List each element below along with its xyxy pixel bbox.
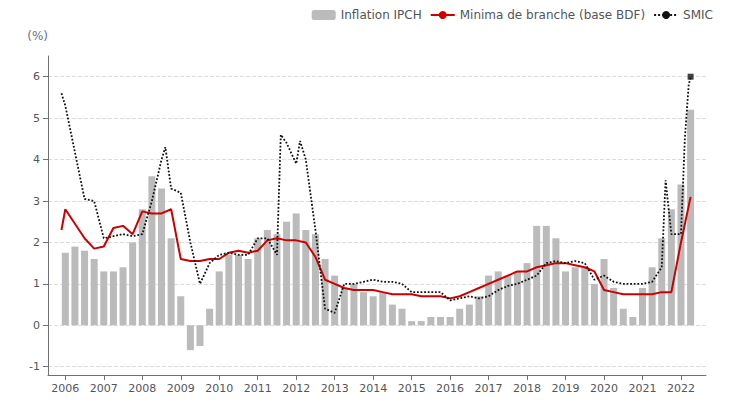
svg-text:2018: 2018 xyxy=(513,382,541,395)
svg-text:2007: 2007 xyxy=(90,382,118,395)
svg-text:0: 0 xyxy=(33,319,40,332)
svg-text:Inflation IPCH: Inflation IPCH xyxy=(341,8,422,22)
svg-text:2: 2 xyxy=(33,236,40,249)
svg-text:6: 6 xyxy=(33,70,40,83)
svg-text:1: 1 xyxy=(33,277,40,290)
svg-text:2021: 2021 xyxy=(629,382,657,395)
svg-text:2009: 2009 xyxy=(167,382,195,395)
svg-text:SMIC: SMIC xyxy=(683,8,713,22)
svg-text:2012: 2012 xyxy=(282,382,310,395)
svg-text:2011: 2011 xyxy=(244,382,272,395)
svg-text:2010: 2010 xyxy=(205,382,233,395)
svg-text:2006: 2006 xyxy=(51,382,79,395)
svg-text:2015: 2015 xyxy=(398,382,426,395)
svg-text:2019: 2019 xyxy=(552,382,580,395)
svg-text:2020: 2020 xyxy=(590,382,618,395)
svg-text:2014: 2014 xyxy=(359,382,387,395)
svg-text:4: 4 xyxy=(33,153,40,166)
svg-text:3: 3 xyxy=(33,195,40,208)
svg-text:-1: -1 xyxy=(29,360,40,373)
svg-text:2013: 2013 xyxy=(321,382,349,395)
svg-text:5: 5 xyxy=(33,112,40,125)
svg-text:Minima de branche (base BDF): Minima de branche (base BDF) xyxy=(460,8,645,22)
svg-text:2022: 2022 xyxy=(667,382,695,395)
svg-text:2016: 2016 xyxy=(436,382,464,395)
svg-text:2017: 2017 xyxy=(475,382,503,395)
svg-text:(%): (%) xyxy=(27,29,48,43)
svg-text:2008: 2008 xyxy=(128,382,156,395)
